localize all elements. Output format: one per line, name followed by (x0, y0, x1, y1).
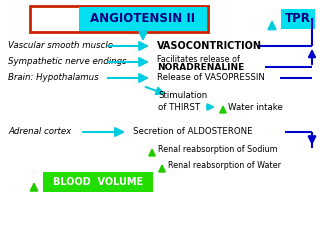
Text: Renal reabsorption of Water: Renal reabsorption of Water (168, 162, 281, 170)
Text: Secretion of ALDOSTERONE: Secretion of ALDOSTERONE (133, 127, 252, 137)
FancyBboxPatch shape (30, 6, 208, 32)
Text: TPR: TPR (285, 12, 311, 25)
Text: Facilitates release of: Facilitates release of (157, 54, 240, 64)
Text: Stimulation: Stimulation (158, 90, 207, 100)
Text: Water intake: Water intake (228, 102, 283, 112)
Text: Brain: Hypothalamus: Brain: Hypothalamus (8, 73, 99, 83)
Text: NORADRENALINE: NORADRENALINE (157, 62, 244, 72)
Text: VASOCONTRICTION: VASOCONTRICTION (157, 41, 262, 51)
Text: Release of VASOPRESSIN: Release of VASOPRESSIN (157, 73, 265, 83)
FancyBboxPatch shape (281, 9, 315, 29)
Text: Vascular smooth muscle: Vascular smooth muscle (8, 42, 113, 50)
FancyBboxPatch shape (43, 172, 153, 192)
Text: ANGIOTENSIN II: ANGIOTENSIN II (91, 12, 196, 25)
Text: Adrenal cortex: Adrenal cortex (8, 127, 71, 137)
Text: Sympathetic nerve endings: Sympathetic nerve endings (8, 58, 127, 66)
Text: of THIRST: of THIRST (158, 102, 200, 112)
FancyBboxPatch shape (79, 7, 207, 31)
Text: Renal reabsorption of Sodium: Renal reabsorption of Sodium (158, 145, 278, 155)
Text: BLOOD  VOLUME: BLOOD VOLUME (53, 177, 143, 187)
